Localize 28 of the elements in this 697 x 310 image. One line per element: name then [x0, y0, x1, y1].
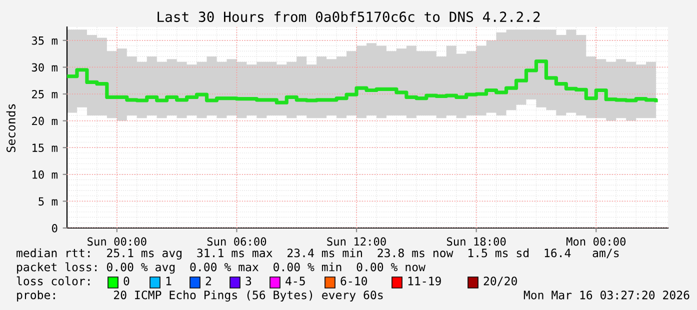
text: median rtt: 25.1 ms avg 31.1 ms max 23.4 ms min 23.8 ms now 1.5 ms sd 16.4 am/s	[16, 248, 619, 260]
x-tick-label: Sun 06:00	[207, 237, 266, 246]
text: packet loss: 0.00 % avg 0.00 % max 0.00 % min 0.00 % now	[17, 262, 426, 274]
x-tick-label: Sun 18:00	[446, 237, 506, 246]
text: 11-19	[408, 276, 441, 286]
y-tick-label: 35 m	[32, 36, 58, 45]
chart-title: Last 30 Hours from 0a0bf5170c6c to DNS 4.2.2.2	[158, 11, 540, 22]
y-axis-title: Seconds	[6, 104, 16, 152]
y-tick-label: 25 m	[32, 90, 58, 98]
text: 3	[246, 276, 252, 286]
y-tick-label: 0	[52, 224, 58, 232]
y-tick-label: 30 m	[32, 63, 58, 72]
text: 4-5	[286, 276, 305, 286]
y-tick-label: 20 m	[32, 116, 58, 126]
text: 0	[124, 276, 130, 286]
y-tick-label: 5 m	[38, 197, 58, 206]
y-tick-label: 15 m	[32, 144, 58, 152]
x-tick-label: Sun 12:00	[327, 237, 386, 246]
text: 6-10	[340, 276, 368, 286]
text: 2	[206, 276, 211, 286]
text: probe: 20 ICMP Echo Pings (56 Bytes) every 60s	[17, 290, 383, 302]
x-tick-label: Mon 00:00	[566, 237, 626, 246]
y-tick-label: 10 m	[32, 170, 58, 179]
x-tick-label: Sun 00:00	[88, 237, 146, 246]
text: 1	[166, 276, 172, 286]
text: 20/20	[484, 276, 517, 286]
text: Mon Mar 16 03:27:20 2026	[524, 290, 690, 300]
text: loss color:	[16, 276, 90, 286]
